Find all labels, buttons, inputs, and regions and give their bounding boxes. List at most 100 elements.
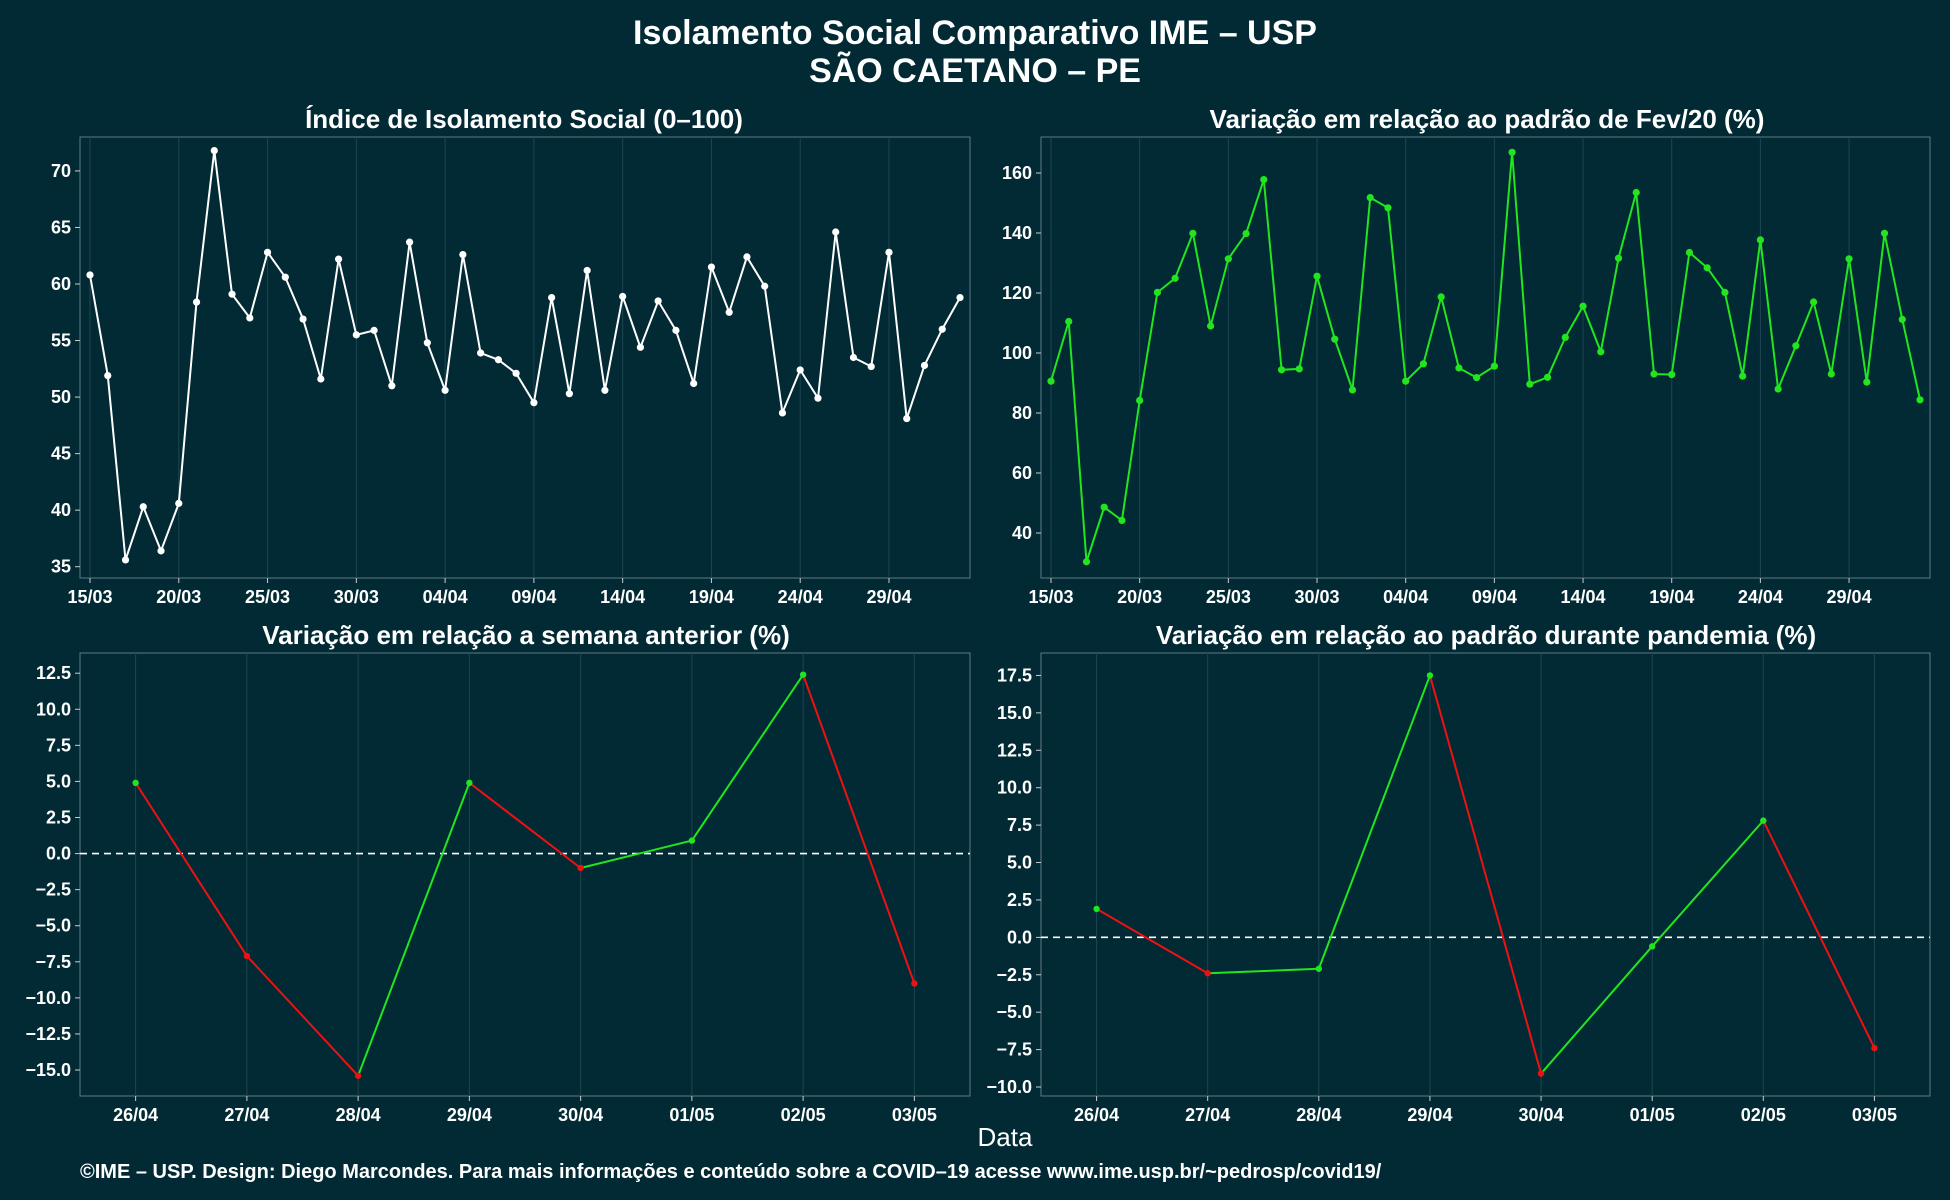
x-tick-label: 29/04: [447, 1105, 492, 1125]
data-point: [690, 379, 698, 388]
data-point: [1543, 373, 1552, 381]
x-tick-label: 26/04: [1074, 1105, 1119, 1125]
data-point: [1597, 348, 1605, 356]
series-segment: [246, 955, 359, 1077]
x-tick-label: 26/04: [113, 1105, 158, 1125]
x-tick-label: 09/04: [511, 587, 556, 607]
data-point: [548, 293, 556, 302]
y-tick-label: −12.5: [25, 1024, 71, 1044]
data-point: [938, 325, 946, 333]
y-tick-label: 55: [51, 331, 71, 351]
data-point: [1455, 364, 1463, 372]
y-tick-label: −10.0: [25, 988, 71, 1008]
x-tick-label: 20/03: [156, 587, 201, 607]
data-point: [334, 255, 343, 263]
y-tick-label: 140: [1002, 223, 1032, 243]
data-point: [1490, 362, 1498, 370]
x-tick-label: 04/04: [1383, 587, 1428, 607]
y-tick-label: 10.0: [997, 778, 1032, 798]
y-tick-label: 2.5: [1007, 890, 1032, 910]
y-tick-label: 100: [1002, 343, 1032, 363]
data-point: [1348, 386, 1357, 394]
x-tick-label: 03/05: [1852, 1105, 1897, 1125]
panel-variation-feb20: 15/03 20/03 25/03 30/03 04/04 09/04 14/04 19/04…: [1002, 136, 1931, 607]
data-point: [1315, 965, 1323, 972]
data-point: [911, 980, 918, 987]
data-point: [263, 248, 272, 256]
data-point: [459, 251, 467, 259]
x-tick-label: 30/03: [1294, 587, 1339, 607]
x-tick-label: 24/04: [1738, 587, 1783, 607]
series-line: [89, 150, 961, 561]
data-point: [1295, 365, 1303, 373]
x-tick-label: 28/04: [336, 1105, 381, 1125]
x-tick-label: 29/04: [866, 587, 911, 607]
data-point: [281, 273, 289, 281]
panel-4-title: Variação em relação ao padrão durante pa…: [1156, 620, 1816, 650]
series-segment: [580, 839, 693, 869]
data-point: [192, 298, 201, 306]
x-tick-label: 15/03: [1028, 587, 1073, 607]
y-tick-label: −7.5: [996, 1040, 1032, 1060]
y-tick-label: 120: [1002, 283, 1032, 303]
x-tick-label: 30/04: [1519, 1105, 1564, 1125]
data-point: [1916, 396, 1924, 404]
x-tick-label: 14/04: [600, 587, 645, 607]
data-point: [885, 248, 893, 256]
x-tick-label: 02/05: [1741, 1105, 1786, 1125]
panel-variation-pandemic: 26/04 27/04 28/04 29/04 30/04 01/05 02/05 03/05…: [986, 652, 1931, 1125]
x-tick-label: 30/04: [558, 1105, 603, 1125]
data-point: [1871, 1044, 1878, 1052]
x-tick-label: 27/04: [224, 1105, 269, 1125]
data-point: [405, 238, 414, 246]
figure-title: Isolamento Social Comparativo IME – USP: [633, 14, 1317, 52]
data-point: [441, 386, 449, 394]
y-tick-label: 40: [51, 500, 71, 520]
data-point: [210, 146, 218, 155]
data-point: [1366, 194, 1374, 202]
data-point: [86, 271, 94, 279]
data-point: [1685, 248, 1694, 257]
data-point: [512, 369, 520, 377]
y-tick-label: 40: [1012, 523, 1032, 543]
y-tick-label: 15.0: [997, 703, 1032, 723]
data-point: [636, 343, 645, 351]
data-point: [1384, 204, 1392, 212]
data-point: [1065, 317, 1073, 326]
series-segment: [1317, 675, 1431, 970]
data-point: [1614, 254, 1623, 262]
data-point: [1526, 380, 1534, 388]
data-point: [743, 253, 751, 261]
panel-1-title: Índice de Isolamento Social (0–100): [305, 104, 743, 134]
data-point: [1537, 1070, 1545, 1077]
data-point: [1402, 377, 1410, 385]
x-tick-label: 27/04: [1185, 1105, 1230, 1125]
data-point: [104, 371, 112, 380]
data-point: [565, 390, 573, 398]
x-tick-label: 30/03: [334, 587, 379, 607]
y-tick-label: 2.5: [46, 808, 71, 828]
series-segment: [1651, 819, 1765, 948]
data-point: [688, 837, 696, 844]
plot-area: [79, 652, 971, 1097]
data-point: [1648, 943, 1656, 950]
data-point: [1047, 377, 1055, 385]
data-point: [725, 308, 733, 316]
x-tick-label: 24/04: [778, 587, 823, 607]
x-tick-label: 14/04: [1561, 587, 1606, 607]
x-tick-label: 28/04: [1296, 1105, 1341, 1125]
data-point: [299, 315, 307, 323]
x-tick-label: 02/05: [781, 1105, 826, 1125]
panel-variation-previous-week: 26/04 27/04 28/04 29/04 30/04 01/05 02/05 03/05…: [25, 652, 971, 1125]
figure-subtitle: SÃO CAETANO – PE: [809, 52, 1141, 90]
footer-credit: ©IME – USP. Design: Diego Marcondes. Par…: [80, 1161, 1382, 1183]
data-point: [1845, 255, 1853, 263]
data-point: [477, 349, 485, 357]
data-point: [354, 1072, 362, 1079]
data-point: [243, 952, 251, 960]
data-point: [577, 864, 584, 872]
data-point: [1277, 366, 1286, 374]
data-point: [1579, 302, 1587, 310]
series-segment: [802, 674, 916, 984]
data-point: [1118, 516, 1126, 525]
